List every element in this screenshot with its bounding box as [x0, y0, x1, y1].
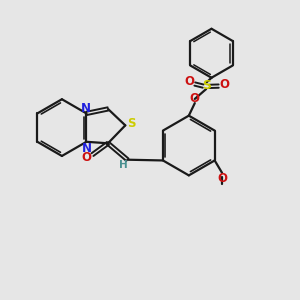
Text: S: S	[202, 79, 211, 92]
Text: O: O	[190, 92, 200, 104]
Text: O: O	[220, 78, 230, 91]
Text: S: S	[128, 117, 136, 130]
Text: N: N	[81, 101, 91, 115]
Text: N: N	[82, 142, 92, 155]
Text: O: O	[82, 151, 92, 164]
Text: O: O	[218, 172, 228, 185]
Text: O: O	[184, 75, 194, 88]
Text: H: H	[118, 160, 127, 170]
